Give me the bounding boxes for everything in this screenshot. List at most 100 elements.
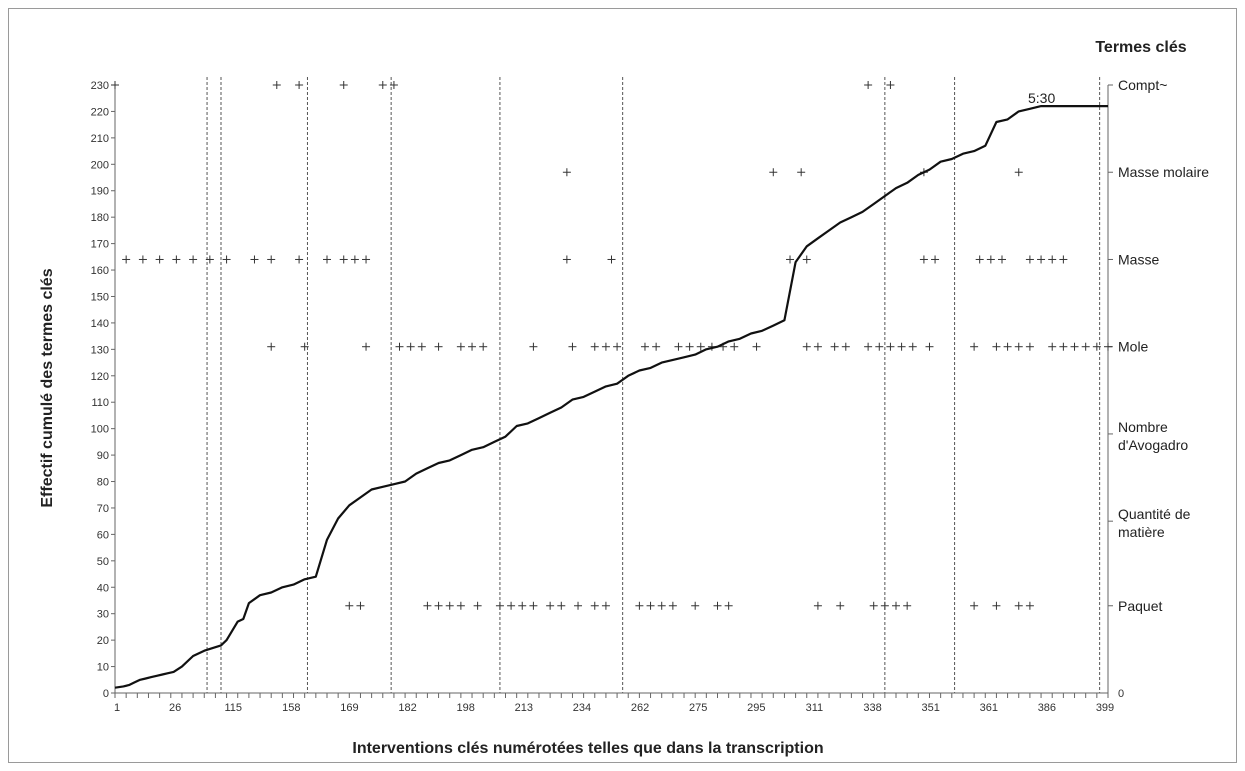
y-tick-label: 20 <box>97 635 109 647</box>
term-marker <box>657 601 666 610</box>
term-marker <box>652 342 661 351</box>
y-tick-label: 140 <box>91 318 109 330</box>
x-tick-label: 234 <box>573 702 591 714</box>
x-tick-label: 275 <box>689 702 707 714</box>
term-marker <box>356 601 365 610</box>
y-tick-label: 190 <box>91 186 109 198</box>
term-marker <box>350 255 359 264</box>
term-marker <box>568 342 577 351</box>
term-marker <box>122 255 131 264</box>
y-tick-label: 120 <box>91 371 109 383</box>
term-marker <box>802 342 811 351</box>
term-marker <box>797 168 806 177</box>
term-marker <box>1059 342 1068 351</box>
term-label: Mole <box>1118 339 1149 355</box>
term-marker <box>992 342 1001 351</box>
term-marker <box>406 342 415 351</box>
y-tick-label: 70 <box>97 503 109 515</box>
x-axis-title: Interventions clés numérotées telles que… <box>352 740 823 757</box>
term-marker <box>696 342 705 351</box>
term-marker <box>1025 255 1034 264</box>
term-marker <box>295 255 304 264</box>
term-marker <box>267 255 276 264</box>
term-marker <box>172 255 181 264</box>
x-tick-label: 26 <box>169 702 181 714</box>
term-marker <box>1025 601 1034 610</box>
term-marker <box>769 168 778 177</box>
term-marker <box>786 255 795 264</box>
term-marker <box>395 342 404 351</box>
term-marker <box>992 601 1001 610</box>
term-marker <box>601 601 610 610</box>
term-marker <box>668 601 677 610</box>
term-marker <box>495 601 504 610</box>
y-tick-label: 0 <box>103 688 109 700</box>
term-marker <box>362 255 371 264</box>
term-marker <box>423 601 432 610</box>
term-marker <box>434 342 443 351</box>
x-tick-label: 311 <box>806 702 824 714</box>
term-marker <box>562 168 571 177</box>
right-axis-zero-label: 0 <box>1118 688 1124 700</box>
term-marker <box>730 342 739 351</box>
term-marker <box>529 601 538 610</box>
term-marker <box>473 601 482 610</box>
term-marker <box>267 342 276 351</box>
y-axis-title: Effectif cumulé des termes clés <box>39 268 56 507</box>
term-marker <box>975 255 984 264</box>
term-marker <box>468 342 477 351</box>
term-marker <box>111 81 119 89</box>
term-marker <box>691 601 700 610</box>
x-tick-label: 351 <box>921 702 939 714</box>
term-marker <box>272 81 281 89</box>
term-marker <box>813 342 822 351</box>
term-marker <box>295 81 304 89</box>
y-tick-label: 80 <box>97 477 109 489</box>
term-marker <box>640 342 649 351</box>
y-tick-label: 170 <box>91 239 109 251</box>
term-marker <box>222 255 231 264</box>
y-tick-label: 90 <box>97 450 109 462</box>
y-tick-label: 220 <box>91 106 109 118</box>
term-marker <box>189 255 198 264</box>
term-marker <box>1037 255 1046 264</box>
term-marker <box>339 255 348 264</box>
x-tick-label: 262 <box>631 702 649 714</box>
y-tick-label: 10 <box>97 662 109 674</box>
term-marker <box>479 342 488 351</box>
term-marker <box>931 255 940 264</box>
y-tick-label: 110 <box>91 397 109 409</box>
term-marker <box>378 81 387 89</box>
term-label: Paquet <box>1118 598 1162 614</box>
term-marker <box>1025 342 1034 351</box>
y-tick-label: 50 <box>97 556 109 568</box>
term-marker <box>802 255 811 264</box>
x-tick-label: 361 <box>980 702 998 714</box>
term-marker <box>518 601 527 610</box>
term-marker <box>903 601 912 610</box>
term-marker <box>1014 601 1023 610</box>
x-tick-label: 169 <box>340 702 358 714</box>
term-label: Masse <box>1118 251 1159 267</box>
y-tick-label: 40 <box>97 582 109 594</box>
term-marker <box>607 255 616 264</box>
y-tick-label: 230 <box>91 80 109 92</box>
term-marker <box>886 81 895 89</box>
term-marker <box>1081 342 1090 351</box>
term-label: Compt~ <box>1118 77 1167 93</box>
x-tick-label: 338 <box>863 702 881 714</box>
term-marker <box>155 255 164 264</box>
term-marker <box>864 342 873 351</box>
y-tick-label: 180 <box>91 212 109 224</box>
y-tick-label: 130 <box>91 344 109 356</box>
term-marker <box>864 81 873 89</box>
term-marker <box>752 342 761 351</box>
x-tick-label: 295 <box>747 702 765 714</box>
term-marker <box>613 342 622 351</box>
term-marker <box>250 255 259 264</box>
term-marker <box>362 342 371 351</box>
term-marker <box>322 255 331 264</box>
term-marker <box>1048 255 1057 264</box>
term-marker <box>713 601 722 610</box>
